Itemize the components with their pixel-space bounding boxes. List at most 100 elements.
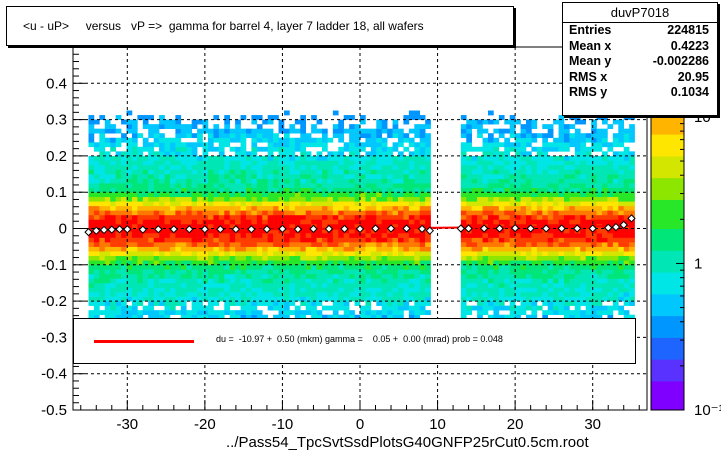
heatmap-cell [99,214,106,220]
heatmap-cell [515,210,521,216]
heatmap-cell [569,292,576,297]
heatmap-cell [240,214,247,220]
heatmap-cell [104,164,111,170]
heatmap-cell [564,146,570,152]
heatmap-cell [542,124,549,129]
heatmap-cell [564,278,570,284]
heatmap-cell [520,201,527,207]
heatmap-cell [343,255,350,261]
heatmap-cell [224,174,230,179]
heatmap-cell [110,278,116,284]
heatmap-cell [477,273,483,279]
heatmap-cell [574,205,581,211]
profile-point [123,225,132,234]
heatmap-cell [558,155,565,161]
heatmap-cell [515,251,521,257]
heatmap-cell [596,187,603,193]
heatmap-cell [520,260,527,266]
heatmap-cell [525,205,532,211]
heatmap-cell [191,201,198,207]
heatmap-cell [493,142,500,148]
heatmap-cell [197,205,203,211]
heatmap-cell [93,160,100,166]
heatmap-cell [414,196,421,202]
heatmap-cell [148,233,154,238]
heatmap-cell [213,228,220,234]
heatmap-cell [159,124,165,129]
heatmap-cell [425,187,431,193]
heatmap-cell [398,196,404,202]
heatmap-cell [164,160,171,166]
heatmap-cell [509,174,516,179]
profile-point [231,225,241,234]
heatmap-cell [618,205,625,211]
heatmap-cell [574,192,581,198]
heatmap-cell [585,310,592,316]
heatmap-cell [300,237,306,243]
heatmap-cell [262,264,268,270]
heatmap-cell [558,169,565,175]
heatmap-cell [629,292,635,297]
heatmap-cell [607,237,614,243]
heatmap-cell [569,242,576,247]
heatmap-cell [414,305,421,311]
heatmap-cell [169,219,176,225]
heatmap-cell [536,242,543,247]
heatmap-cell [493,155,500,161]
heatmap-cell [164,301,171,306]
heatmap-cell [224,282,230,288]
heatmap-cell [294,233,301,238]
heatmap-cell [327,287,334,293]
heatmap-cell [110,192,116,198]
heatmap-cell [460,142,467,148]
heatmap-cell [110,128,116,134]
heatmap-cell [126,110,133,116]
heatmap-cell [229,169,236,175]
heatmap-cell [278,260,285,266]
heatmap-cell [607,174,614,179]
heatmap-cell [376,242,383,247]
heatmap-cell [273,137,279,143]
heatmap-cell [224,201,230,207]
heatmap-cell [376,155,383,161]
heatmap-cell [558,192,565,198]
heatmap-cell [498,296,505,302]
heatmap-cell [574,251,581,257]
heatmap-cell [175,223,182,229]
heatmap-cell [321,178,328,184]
heatmap-cell [403,160,410,166]
heatmap-cell [224,255,230,261]
heatmap-cell [460,214,467,220]
heatmap-cell [240,187,247,193]
heatmap-cell [332,264,339,270]
heatmap-cell [202,237,209,243]
heatmap-cell [93,183,100,188]
heatmap-cell [332,196,339,202]
heatmap-cell [602,296,608,302]
heatmap-cell [574,264,581,270]
heatmap-cell [131,264,138,270]
heatmap-cell [392,178,399,184]
heatmap-cell [332,269,339,275]
heatmap-cell [321,210,328,216]
heatmap-cell [520,133,527,139]
heatmap-cell [596,205,603,211]
heatmap-cell [115,255,122,261]
heatmap-cell [574,296,581,302]
heatmap-cell [515,282,521,288]
heatmap-cell [564,133,570,139]
heatmap-cell [278,255,285,261]
heatmap-cell [180,278,187,284]
heatmap-cell [93,196,100,202]
heatmap-cell [612,137,619,143]
heatmap-cell [283,246,290,252]
heatmap-cell [289,210,296,216]
heatmap-cell [360,160,366,166]
heatmap-cell [477,169,483,175]
heatmap-cell [460,305,467,311]
heatmap-cell [153,174,160,179]
heatmap-cell [574,242,581,247]
heatmap-cell [311,310,317,316]
heatmap-cell [283,151,290,157]
heatmap-cell [191,155,198,161]
